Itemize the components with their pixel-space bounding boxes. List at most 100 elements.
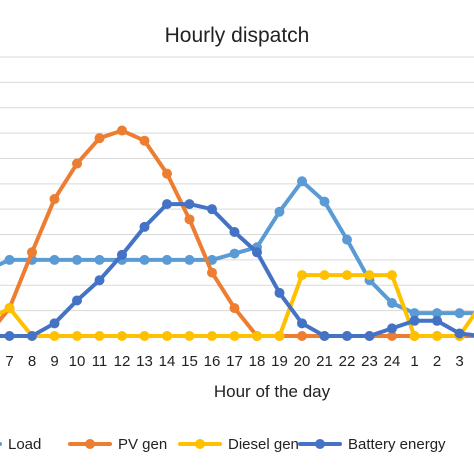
diesel-gen-point <box>72 331 82 341</box>
battery-energy-point <box>117 249 127 260</box>
x-tick-label: 10 <box>69 353 86 370</box>
pv-gen-point <box>49 194 60 205</box>
diesel-gen-point <box>184 331 195 341</box>
load-point <box>454 308 465 319</box>
x-tick-label: 14 <box>159 353 176 370</box>
battery-energy-point <box>342 331 352 341</box>
pv-gen-point <box>72 158 82 169</box>
diesel-gen-point <box>409 331 420 341</box>
load-point <box>72 254 82 265</box>
battery-energy-point <box>252 247 262 258</box>
battery-energy-point <box>229 227 240 238</box>
load-point <box>297 176 307 187</box>
x-tick-label: 3 <box>455 353 463 370</box>
x-tick-label: 11 <box>92 353 108 370</box>
battery-energy-point <box>4 331 15 341</box>
diesel-gen-point <box>319 270 330 281</box>
load-point <box>49 254 60 265</box>
diesel-gen-point <box>207 331 217 341</box>
chart-title: Hourly dispatch <box>165 24 310 47</box>
load-point <box>432 308 442 319</box>
battery-energy-point <box>297 318 307 329</box>
pv-gen-point <box>207 267 217 278</box>
legend-label-battery-energy: Battery energy <box>348 436 446 453</box>
plot-area <box>0 125 474 341</box>
load-point <box>139 254 150 265</box>
load-point <box>229 248 240 259</box>
x-tick-label: 20 <box>294 353 311 370</box>
diesel-gen-point <box>229 331 240 341</box>
x-tick-label: 8 <box>28 353 36 370</box>
battery-energy-point <box>387 323 397 334</box>
battery-energy-line <box>0 202 474 338</box>
gridlines <box>0 56 474 337</box>
load-point <box>184 254 195 265</box>
legend-label-diesel-gen: Diesel gen <box>228 436 299 453</box>
x-axis-label: Hour of the day <box>214 382 331 401</box>
diesel-gen-point <box>252 331 262 341</box>
diesel-gen-point <box>4 303 15 314</box>
load-point <box>342 234 352 245</box>
x-tick-label: 24 <box>384 353 401 370</box>
x-tick-label: 19 <box>271 353 288 370</box>
battery-energy-point <box>184 199 195 210</box>
x-tick-label: 1 <box>410 353 418 370</box>
diesel-gen-point <box>387 270 397 281</box>
x-tick-label: 12 <box>114 353 131 370</box>
diesel-gen-point <box>297 270 307 281</box>
battery-energy-point <box>364 331 375 341</box>
x-tick-label: 23 <box>361 353 378 370</box>
x-tick-label: 13 <box>136 353 153 370</box>
pv-gen-point <box>117 125 127 136</box>
load-line <box>0 179 474 316</box>
load-point <box>387 298 397 309</box>
load-point <box>319 196 330 207</box>
battery-energy-point <box>72 295 82 306</box>
pv-gen-point <box>297 331 307 341</box>
x-tick-label: 22 <box>339 353 356 370</box>
pv-gen-point <box>184 214 195 225</box>
load-point <box>4 254 15 265</box>
x-tick-label: 2 <box>433 353 441 370</box>
diesel-gen-point <box>432 331 442 341</box>
battery-energy-point <box>207 204 217 215</box>
pv-gen-point <box>229 303 240 314</box>
pv-gen-point <box>162 168 172 179</box>
x-axis-ticks: 67891011121314151617181920212223241234 <box>5 353 463 370</box>
x-tick-label: 15 <box>181 353 198 370</box>
diesel-gen-point <box>342 270 352 281</box>
legend-marker-pv-gen <box>85 439 95 449</box>
x-tick-label: 16 <box>204 353 221 370</box>
legend-marker-battery-energy <box>315 439 325 449</box>
battery-energy-point <box>454 328 465 339</box>
diesel-gen-point <box>49 331 60 341</box>
battery-energy-point <box>139 221 150 232</box>
pv-gen-point <box>139 135 150 146</box>
battery-energy-point <box>432 315 442 326</box>
battery-energy-point <box>27 331 37 341</box>
legend-label-load: Load <box>8 436 41 453</box>
x-tick-label: 17 <box>226 353 243 370</box>
diesel-gen-point <box>94 331 105 341</box>
battery-energy-point <box>162 199 172 210</box>
legend-marker-diesel-gen <box>195 439 205 449</box>
load-point <box>409 308 420 319</box>
battery-energy-point <box>94 275 105 286</box>
battery-energy-point <box>319 331 330 341</box>
diesel-gen-point <box>162 331 172 341</box>
legend-label-pv-gen: PV gen <box>118 436 167 453</box>
battery-energy-point <box>409 315 420 326</box>
load-point <box>94 254 105 265</box>
diesel-gen-point <box>274 331 285 341</box>
diesel-gen-point <box>139 331 150 341</box>
load-point <box>162 254 172 265</box>
x-tick-label: 7 <box>5 353 13 370</box>
load-point <box>274 206 285 217</box>
battery-energy-point <box>274 287 285 298</box>
pv-gen-point <box>387 331 397 341</box>
legend: Load PV gen Diesel gen Battery energy <box>0 436 446 453</box>
x-tick-label: 18 <box>249 353 266 370</box>
x-tick-label: 9 <box>50 353 58 370</box>
diesel-gen-point <box>117 331 127 341</box>
